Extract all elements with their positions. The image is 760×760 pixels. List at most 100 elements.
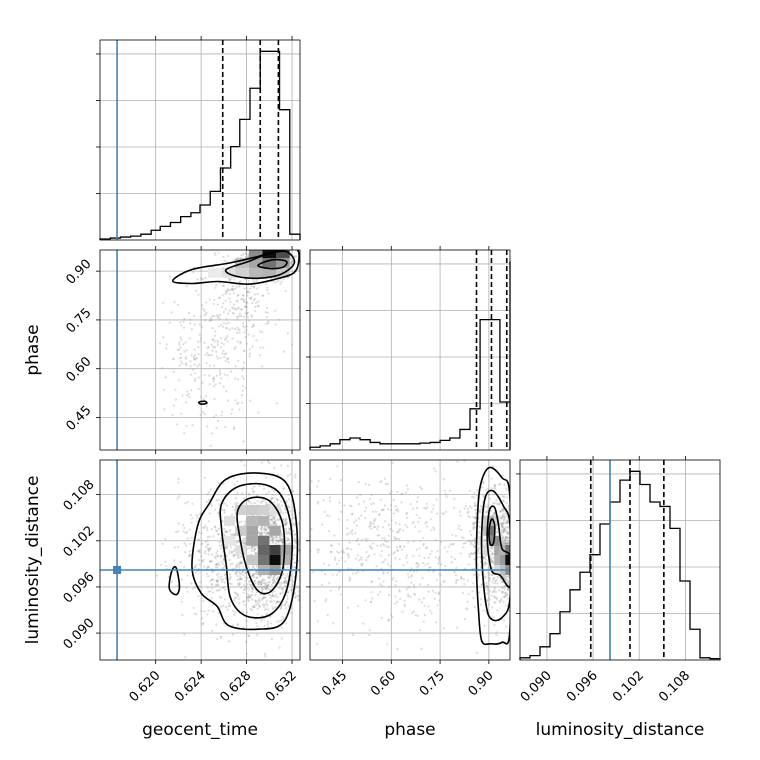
sample-point xyxy=(349,530,352,533)
sample-point xyxy=(287,604,290,607)
sample-point xyxy=(220,543,223,547)
sample-point xyxy=(283,522,286,525)
sample-point xyxy=(263,585,267,588)
sample-point xyxy=(521,599,523,601)
sample-point xyxy=(513,554,515,556)
sample-point xyxy=(278,539,281,542)
sample-point xyxy=(284,242,286,244)
sample-point xyxy=(265,306,269,309)
sample-point xyxy=(506,542,509,545)
sample-point xyxy=(214,566,218,569)
sample-point xyxy=(183,526,186,530)
sample-point xyxy=(233,347,236,351)
sample-point xyxy=(501,586,504,589)
sample-point xyxy=(191,368,194,371)
sample-point xyxy=(284,527,288,530)
sample-point xyxy=(247,634,250,637)
sample-point xyxy=(317,479,320,482)
sample-point xyxy=(374,517,377,521)
sample-point xyxy=(293,566,296,569)
sample-point xyxy=(503,540,506,543)
density-cell xyxy=(280,545,293,555)
sample-point xyxy=(259,583,263,586)
sample-point xyxy=(515,576,517,578)
sample-point xyxy=(180,600,183,603)
sample-point xyxy=(216,583,219,587)
sample-point xyxy=(193,314,196,317)
sample-point xyxy=(250,546,253,550)
sample-point xyxy=(512,501,514,503)
sample-point xyxy=(534,536,536,538)
sample-point xyxy=(264,587,267,590)
sample-point xyxy=(278,245,280,247)
sample-point xyxy=(237,540,240,543)
sample-point xyxy=(199,413,202,416)
sample-point xyxy=(257,603,260,606)
sample-point xyxy=(239,342,242,345)
sample-point xyxy=(273,590,276,593)
sample-point xyxy=(236,359,240,362)
sample-point xyxy=(272,280,275,283)
sample-point xyxy=(501,525,504,528)
sample-point xyxy=(384,558,387,561)
sample-point xyxy=(281,538,284,541)
sample-point xyxy=(518,515,520,517)
sample-point xyxy=(217,572,220,575)
sample-point xyxy=(457,527,460,530)
sample-point xyxy=(494,486,497,489)
sample-point xyxy=(360,564,364,567)
sample-point xyxy=(267,625,270,629)
sample-point xyxy=(501,586,504,589)
panel-frame xyxy=(519,459,721,661)
sample-point xyxy=(210,560,213,563)
sample-point xyxy=(240,562,243,565)
sample-point xyxy=(427,562,430,565)
sample-point xyxy=(373,519,376,522)
sample-point xyxy=(517,600,519,602)
sample-point xyxy=(512,504,514,506)
sample-point xyxy=(211,603,214,606)
sample-point xyxy=(472,521,475,524)
sample-point xyxy=(210,587,214,590)
sample-point xyxy=(213,315,216,318)
density-cell xyxy=(248,258,263,268)
sample-point xyxy=(257,532,260,535)
sample-point xyxy=(208,225,210,227)
sample-point xyxy=(516,595,518,597)
sample-point xyxy=(250,672,252,674)
sample-point xyxy=(403,599,406,602)
sample-point xyxy=(243,588,246,592)
sample-point xyxy=(292,557,295,560)
sample-point xyxy=(244,305,247,308)
sample-point xyxy=(180,324,183,327)
sample-point xyxy=(207,553,210,556)
sample-point xyxy=(257,581,260,584)
sample-point xyxy=(495,631,498,634)
sample-point xyxy=(487,577,490,580)
sample-point xyxy=(398,589,401,592)
sample-point xyxy=(371,597,374,600)
sample-point xyxy=(243,349,246,353)
sample-point xyxy=(473,516,476,520)
sample-point xyxy=(426,583,430,586)
sample-point xyxy=(506,536,509,540)
density-cell xyxy=(258,545,270,555)
sample-point xyxy=(369,523,372,526)
sample-point xyxy=(241,570,244,573)
sample-point xyxy=(216,343,219,347)
sample-point xyxy=(429,609,432,612)
sample-point xyxy=(266,604,269,607)
sample-point xyxy=(402,564,405,567)
sample-point xyxy=(286,464,290,468)
sample-point xyxy=(287,493,290,496)
sample-point xyxy=(225,531,228,534)
sample-point xyxy=(281,616,284,619)
sample-point xyxy=(205,572,208,575)
sample-point xyxy=(526,589,528,591)
sample-point xyxy=(213,252,216,255)
sample-point xyxy=(326,514,329,517)
sample-point xyxy=(293,537,296,540)
sample-point xyxy=(293,516,296,519)
sample-point xyxy=(377,514,380,517)
sample-point xyxy=(233,509,236,512)
